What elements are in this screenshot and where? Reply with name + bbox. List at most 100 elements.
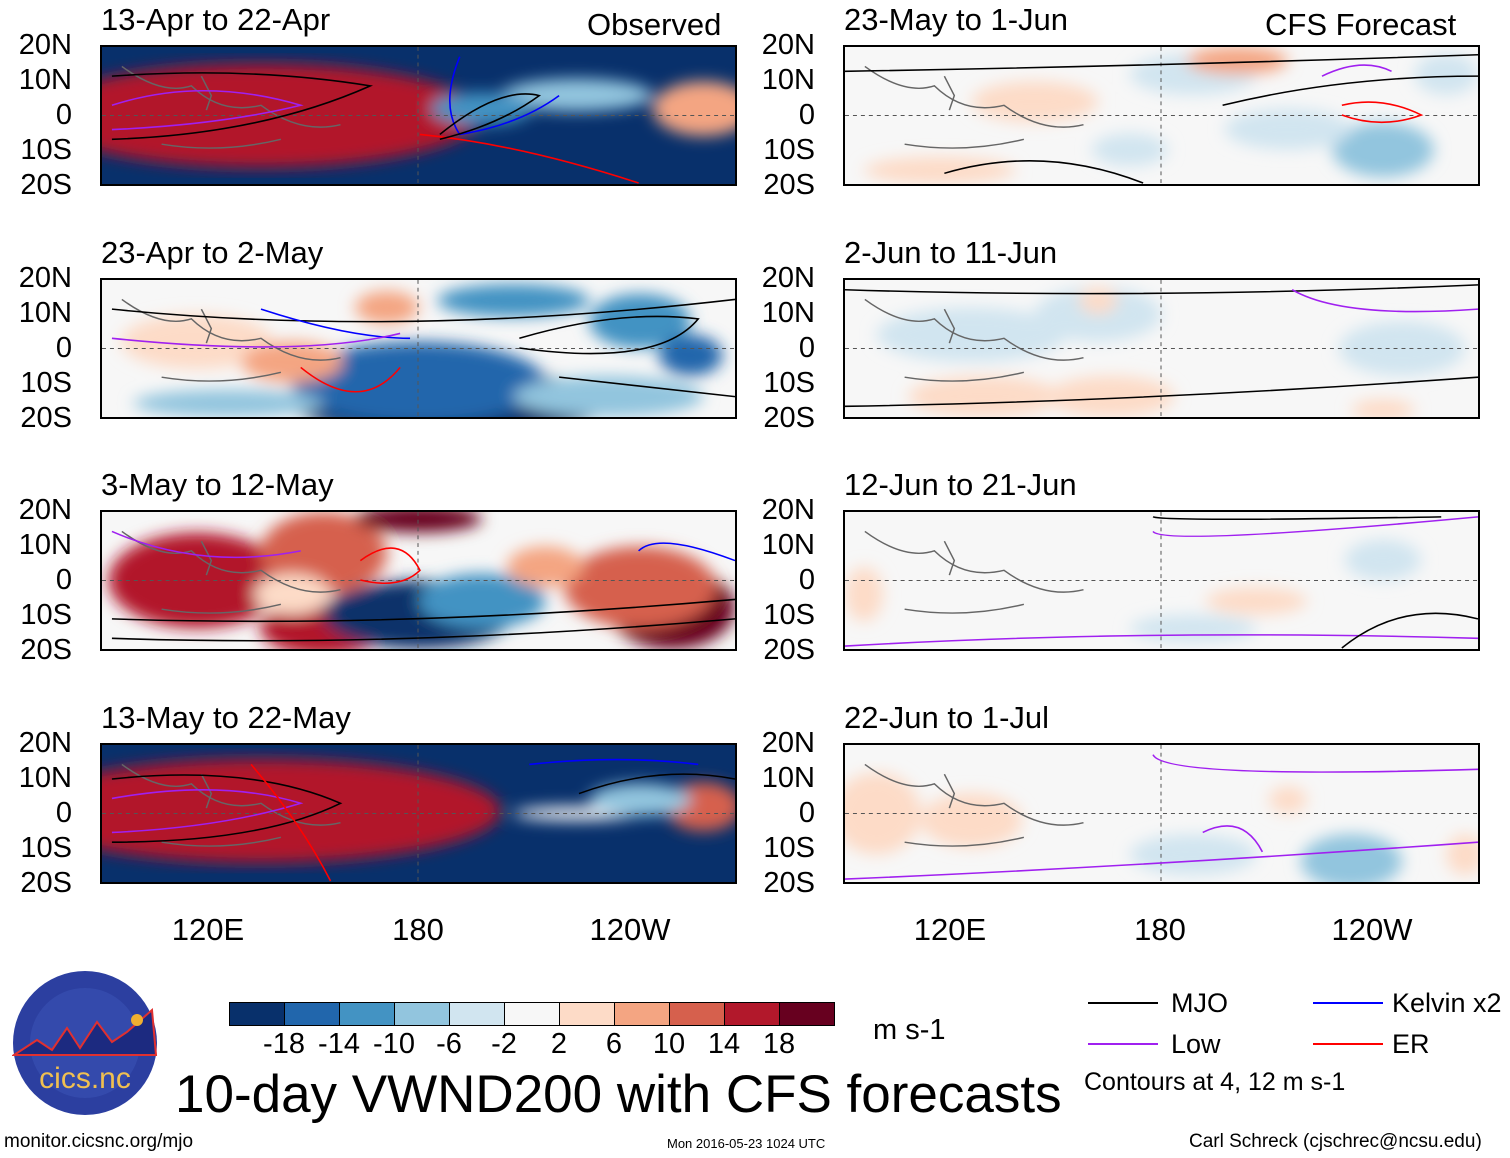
x-label-180: 180 [1134, 912, 1186, 947]
contour-line [845, 634, 1478, 647]
y-label: 20S [20, 867, 72, 899]
anomaly-blob [845, 772, 921, 855]
anomaly-blob [564, 546, 717, 629]
observed-map-panel [100, 278, 737, 419]
forecast-map-panel [843, 45, 1480, 186]
coastline [864, 530, 1084, 614]
colorbar-swatch [615, 1003, 670, 1025]
observed-label: Observed [587, 7, 722, 42]
colorbar-tick-label: 6 [605, 1028, 623, 1060]
colorbar-swatch [505, 1003, 560, 1025]
contour-line [845, 841, 1478, 880]
anomaly-blob [652, 81, 735, 137]
colorbar-swatch [450, 1003, 505, 1025]
observed-map-panel [100, 45, 737, 186]
colorbar-tick-label: 14 [707, 1028, 741, 1060]
y-label: 20N [761, 29, 815, 61]
coastline [864, 763, 1084, 847]
contour-line [111, 72, 374, 141]
y-label: 20S [20, 634, 72, 666]
y-label: 0 [798, 332, 815, 364]
contour-line [944, 160, 1144, 184]
contour-line [638, 542, 735, 562]
colorbar-swatch [340, 1003, 395, 1025]
x-label-120e: 120E [913, 912, 987, 947]
y-label: 10N [761, 64, 815, 96]
colorbar-swatch [780, 1003, 834, 1025]
y-label: 10N [18, 529, 72, 561]
anomaly-blob [291, 341, 546, 417]
anomaly-blob [1079, 286, 1118, 315]
colorbar-tick-label: -10 [373, 1028, 415, 1060]
y-label: 10S [20, 134, 72, 166]
anomaly-blob [102, 758, 501, 863]
legend-label-mjo: MJO [1171, 988, 1228, 1018]
colorbar-swatch [395, 1003, 450, 1025]
y-label: 10N [18, 64, 72, 96]
anomaly-blob [120, 314, 273, 370]
observed-map-panel [100, 510, 737, 651]
y-label: 0 [55, 332, 72, 364]
y-label: 20N [18, 727, 72, 759]
contour-line [845, 376, 1478, 408]
coastline [121, 763, 341, 847]
anomaly-blob [1047, 375, 1175, 417]
forecast-map-panel [843, 743, 1480, 884]
contour-line [250, 763, 332, 882]
y-label: 10N [761, 762, 815, 794]
contour-line [845, 53, 1478, 73]
anomaly-blob [437, 284, 590, 317]
legend-label-er: ER [1392, 1029, 1430, 1059]
y-label: 20N [18, 494, 72, 526]
colorbar-tick-label: 10 [652, 1028, 686, 1060]
colorbar-tick-label: -6 [436, 1028, 462, 1060]
logo-text: cics.nc [39, 1062, 131, 1095]
anomaly-blob [133, 389, 324, 417]
colorbar-units: m s-1 [873, 1014, 946, 1046]
cics-logo: cics.nc [12, 971, 158, 1115]
colorbar [229, 1002, 835, 1026]
anomaly-blob [431, 92, 533, 126]
y-label: 20S [763, 402, 815, 434]
contour-line [529, 758, 699, 766]
contour-line [578, 773, 735, 795]
y-label: 0 [798, 797, 815, 829]
contour-line [1321, 64, 1392, 77]
anomaly-blob [507, 546, 584, 588]
footer-url: monitor.cicsnc.org/mjo [4, 1131, 194, 1152]
contour-line [1341, 612, 1478, 649]
contour-line [300, 366, 401, 393]
y-label: 20S [763, 634, 815, 666]
contour-line [1202, 825, 1264, 853]
contour-line [1152, 516, 1442, 521]
anomaly-blob [513, 375, 704, 417]
x-label-120w: 120W [1331, 912, 1413, 947]
anomaly-blob [1129, 834, 1257, 876]
y-label: 10N [761, 297, 815, 329]
contour-line [1291, 289, 1478, 313]
legend-line-low [1088, 1043, 1158, 1045]
colorbar-swatch [670, 1003, 725, 1025]
forecast-panel-title: 12-Jun to 21-Jun [844, 467, 1077, 502]
anomaly-blob [920, 792, 1023, 848]
colorbar-swatch [285, 1003, 340, 1025]
anomaly-blob [908, 375, 1061, 417]
anomaly-blob [1091, 133, 1168, 167]
forecast-label: CFS Forecast [1265, 7, 1457, 42]
anomaly-blob [863, 156, 1016, 184]
anomaly-blob [1205, 587, 1308, 615]
contour-line [111, 598, 735, 623]
contour-line [111, 332, 401, 348]
y-label: 10S [20, 832, 72, 864]
legend-line-mjo [1088, 1002, 1158, 1004]
figure-title: 10-day VWND200 with CFS forecasts [175, 1065, 1062, 1124]
footer-author: Carl Schreck (cjschrec@ncsu.edu) [1189, 1131, 1482, 1152]
y-label: 10S [763, 367, 815, 399]
contour-line [260, 308, 411, 340]
x-label-120w: 120W [589, 912, 671, 947]
x-label-180: 180 [392, 912, 444, 947]
contour-line [111, 89, 304, 131]
anomaly-blob [1129, 614, 1257, 643]
forecast-map-panel [843, 510, 1480, 651]
